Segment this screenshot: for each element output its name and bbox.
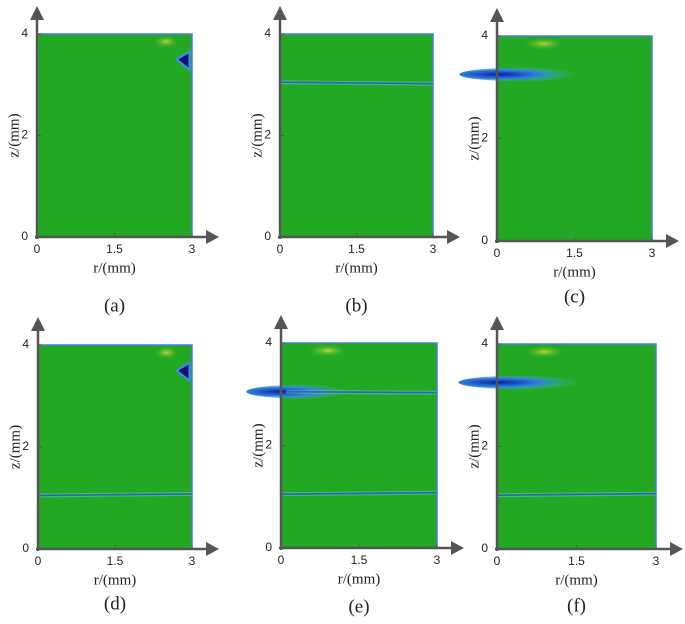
y-axis-label: z/(mm)	[6, 113, 22, 157]
highlight	[152, 34, 181, 49]
y-tick-label: 0	[21, 229, 28, 243]
x-axis-label: r/(mm)	[93, 260, 136, 276]
y-axis-label: z/(mm)	[466, 116, 482, 160]
caption: (d)	[104, 593, 126, 614]
y-tick-label: 0	[22, 541, 29, 555]
y-axis-label: z/(mm)	[250, 423, 266, 467]
y-tick-label: 2	[22, 439, 29, 453]
panel: 0 1.5 3 0 2 4 r/(mm) z/(mm) (e)	[246, 315, 464, 617]
x-arrow	[206, 542, 219, 556]
field-map	[496, 35, 653, 242]
interface	[496, 492, 657, 496]
y-tick-label: 4	[21, 26, 28, 40]
x-arrow	[206, 230, 219, 244]
highlight	[305, 343, 350, 358]
vortex	[459, 67, 592, 82]
y-tick-label: 0	[481, 541, 488, 555]
caption: (c)	[564, 286, 585, 307]
y-tick-label: 4	[22, 337, 29, 351]
caption: (a)	[104, 295, 125, 316]
y-arrow	[273, 6, 287, 20]
x-axis-label: r/(mm)	[553, 264, 596, 280]
vortex	[458, 375, 594, 390]
x-axis-label: r/(mm)	[94, 572, 137, 588]
x-axis-label: r/(mm)	[555, 572, 598, 588]
y-tick-label: 2	[265, 438, 272, 452]
x-tick-label: 1.5	[107, 554, 124, 568]
x-tick-label: 0	[494, 246, 501, 260]
panel: 0 1.5 3 0 2 4 r/(mm) z/(mm) (a)	[6, 6, 219, 316]
x-arrow	[447, 230, 460, 244]
field-map	[496, 343, 657, 550]
x-tick-label: 3	[434, 553, 441, 567]
y-arrow	[274, 315, 288, 329]
caption: (b)	[345, 295, 367, 316]
x-tick-label: 1.5	[106, 242, 123, 256]
x-tick-label: 0	[494, 554, 501, 568]
y-tick-label: 0	[264, 229, 271, 243]
field-map	[37, 344, 193, 550]
x-arrow	[451, 541, 464, 555]
x-tick-label: 3	[649, 246, 656, 260]
x-axis-label: r/(mm)	[335, 260, 378, 276]
x-tick-label: 0	[34, 242, 41, 256]
y-tick-label: 0	[481, 233, 488, 247]
highlight	[522, 344, 567, 359]
x-tick-label: 1.5	[351, 553, 368, 567]
x-tick-label: 0	[278, 553, 285, 567]
highlight	[521, 36, 566, 51]
interface	[280, 491, 438, 495]
highlight	[152, 345, 181, 360]
caption: (f)	[567, 595, 586, 616]
y-tick-label: 4	[481, 28, 488, 42]
field-map	[279, 33, 434, 238]
field-map	[36, 33, 193, 238]
x-axis-label: r/(mm)	[338, 571, 381, 587]
y-axis-label: z/(mm)	[249, 113, 265, 157]
y-tick-label: 2	[481, 131, 488, 145]
panel: 0 1.5 3 0 2 4 r/(mm) z/(mm) (d)	[7, 317, 219, 614]
y-tick-label: 4	[264, 26, 271, 40]
x-arrow	[666, 234, 679, 248]
x-arrow	[670, 542, 683, 556]
x-tick-label: 1.5	[568, 554, 585, 568]
y-arrow	[490, 8, 504, 22]
field-map	[280, 342, 438, 549]
x-tick-label: 3	[189, 242, 196, 256]
y-arrow	[30, 6, 44, 20]
y-tick-label: 2	[264, 128, 271, 142]
y-tick-label: 2	[481, 439, 488, 453]
singular-spot	[174, 361, 191, 383]
x-tick-label: 1.5	[566, 246, 583, 260]
x-tick-label: 3	[430, 242, 437, 256]
x-tick-label: 0	[35, 554, 42, 568]
interface	[37, 493, 193, 497]
interface	[286, 390, 438, 394]
caption: (e)	[348, 596, 369, 617]
y-arrow	[490, 316, 504, 330]
y-tick-label: 4	[481, 336, 488, 350]
interface	[279, 81, 434, 85]
y-arrow	[31, 317, 45, 331]
x-tick-label: 3	[189, 554, 196, 568]
y-axis-label: z/(mm)	[466, 424, 482, 468]
singular-spot	[174, 50, 191, 72]
panel: 0 1.5 3 0 2 4 r/(mm) z/(mm) (f)	[458, 316, 683, 616]
panel: 0 1.5 3 0 2 4 r/(mm) z/(mm) (b)	[249, 6, 460, 316]
y-tick-label: 0	[265, 540, 272, 554]
y-tick-label: 2	[21, 128, 28, 142]
x-tick-label: 3	[653, 554, 660, 568]
y-axis-label: z/(mm)	[7, 425, 23, 469]
x-tick-label: 1.5	[348, 242, 365, 256]
x-tick-label: 0	[277, 242, 284, 256]
y-tick-label: 4	[265, 335, 272, 349]
panel: 0 1.5 3 0 2 4 r/(mm) z/(mm) (c)	[459, 8, 679, 307]
